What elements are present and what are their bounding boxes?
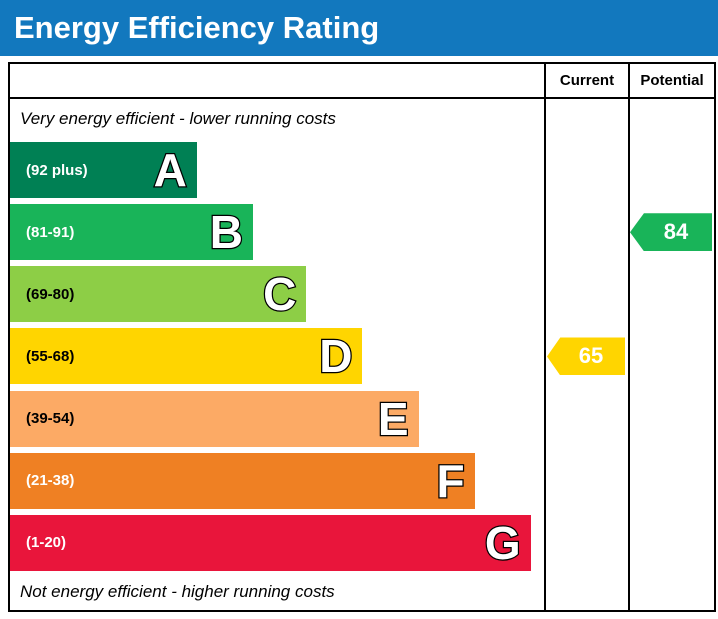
band-letter: B xyxy=(208,206,244,259)
band-row-c: (69-80) C xyxy=(10,263,544,325)
potential-column-header: Potential xyxy=(628,64,714,97)
band-bar-e: (39-54) E xyxy=(10,390,419,447)
band-row-f: (21-38) F xyxy=(10,450,544,512)
band-range-label: (81-91) xyxy=(26,223,75,241)
band-row-a: (92 plus) A xyxy=(10,139,544,201)
band-letter: G xyxy=(484,516,522,569)
band-row-g: (1-20) G xyxy=(10,512,544,574)
potential-rating-value: 84 xyxy=(663,219,689,245)
page-title-bar: Energy Efficiency Rating xyxy=(0,0,718,56)
band-range-label: (92 plus) xyxy=(26,161,88,179)
current-column xyxy=(544,99,628,610)
band-letter: E xyxy=(377,392,410,445)
energy-efficiency-chart: Current Potential Very energy efficient … xyxy=(8,62,716,612)
band-bar-d: (55-68) D xyxy=(10,328,363,385)
chart-header: Current Potential xyxy=(10,64,714,99)
chart-body: Very energy efficient - lower running co… xyxy=(10,99,714,610)
band-row-d: (55-68) D xyxy=(10,325,544,387)
band-range-label: (21-38) xyxy=(26,472,75,490)
band-letter: F xyxy=(435,454,466,507)
current-rating-value: 65 xyxy=(578,343,604,369)
band-letter: D xyxy=(318,330,354,383)
header-spacer xyxy=(10,64,544,97)
band-bar-f: (21-38) F xyxy=(10,452,475,509)
band-bar-b: (81-91) B xyxy=(10,204,253,261)
bottom-note: Not energy efficient - higher running co… xyxy=(20,581,335,601)
current-rating-arrow: 65 xyxy=(547,337,625,376)
band-bar-g: (1-20) G xyxy=(10,514,531,571)
band-row-b: (81-91) B xyxy=(10,201,544,263)
band-range-label: (69-80) xyxy=(26,285,75,303)
band-letter: A xyxy=(152,144,188,197)
band-letter: C xyxy=(262,268,298,321)
page-title: Energy Efficiency Rating xyxy=(14,10,380,45)
band-row-e: (39-54) E xyxy=(10,388,544,450)
band-range-label: (55-68) xyxy=(26,347,75,365)
band-bar-c: (69-80) C xyxy=(10,266,307,323)
current-column-header: Current xyxy=(544,64,628,97)
potential-rating-arrow: 84 xyxy=(630,213,712,252)
top-note: Very energy efficient - lower running co… xyxy=(20,109,336,128)
band-range-label: (1-20) xyxy=(26,534,67,552)
band-bar-a: (92 plus) A xyxy=(10,142,197,199)
band-range-label: (39-54) xyxy=(26,410,75,428)
potential-column xyxy=(628,99,714,610)
